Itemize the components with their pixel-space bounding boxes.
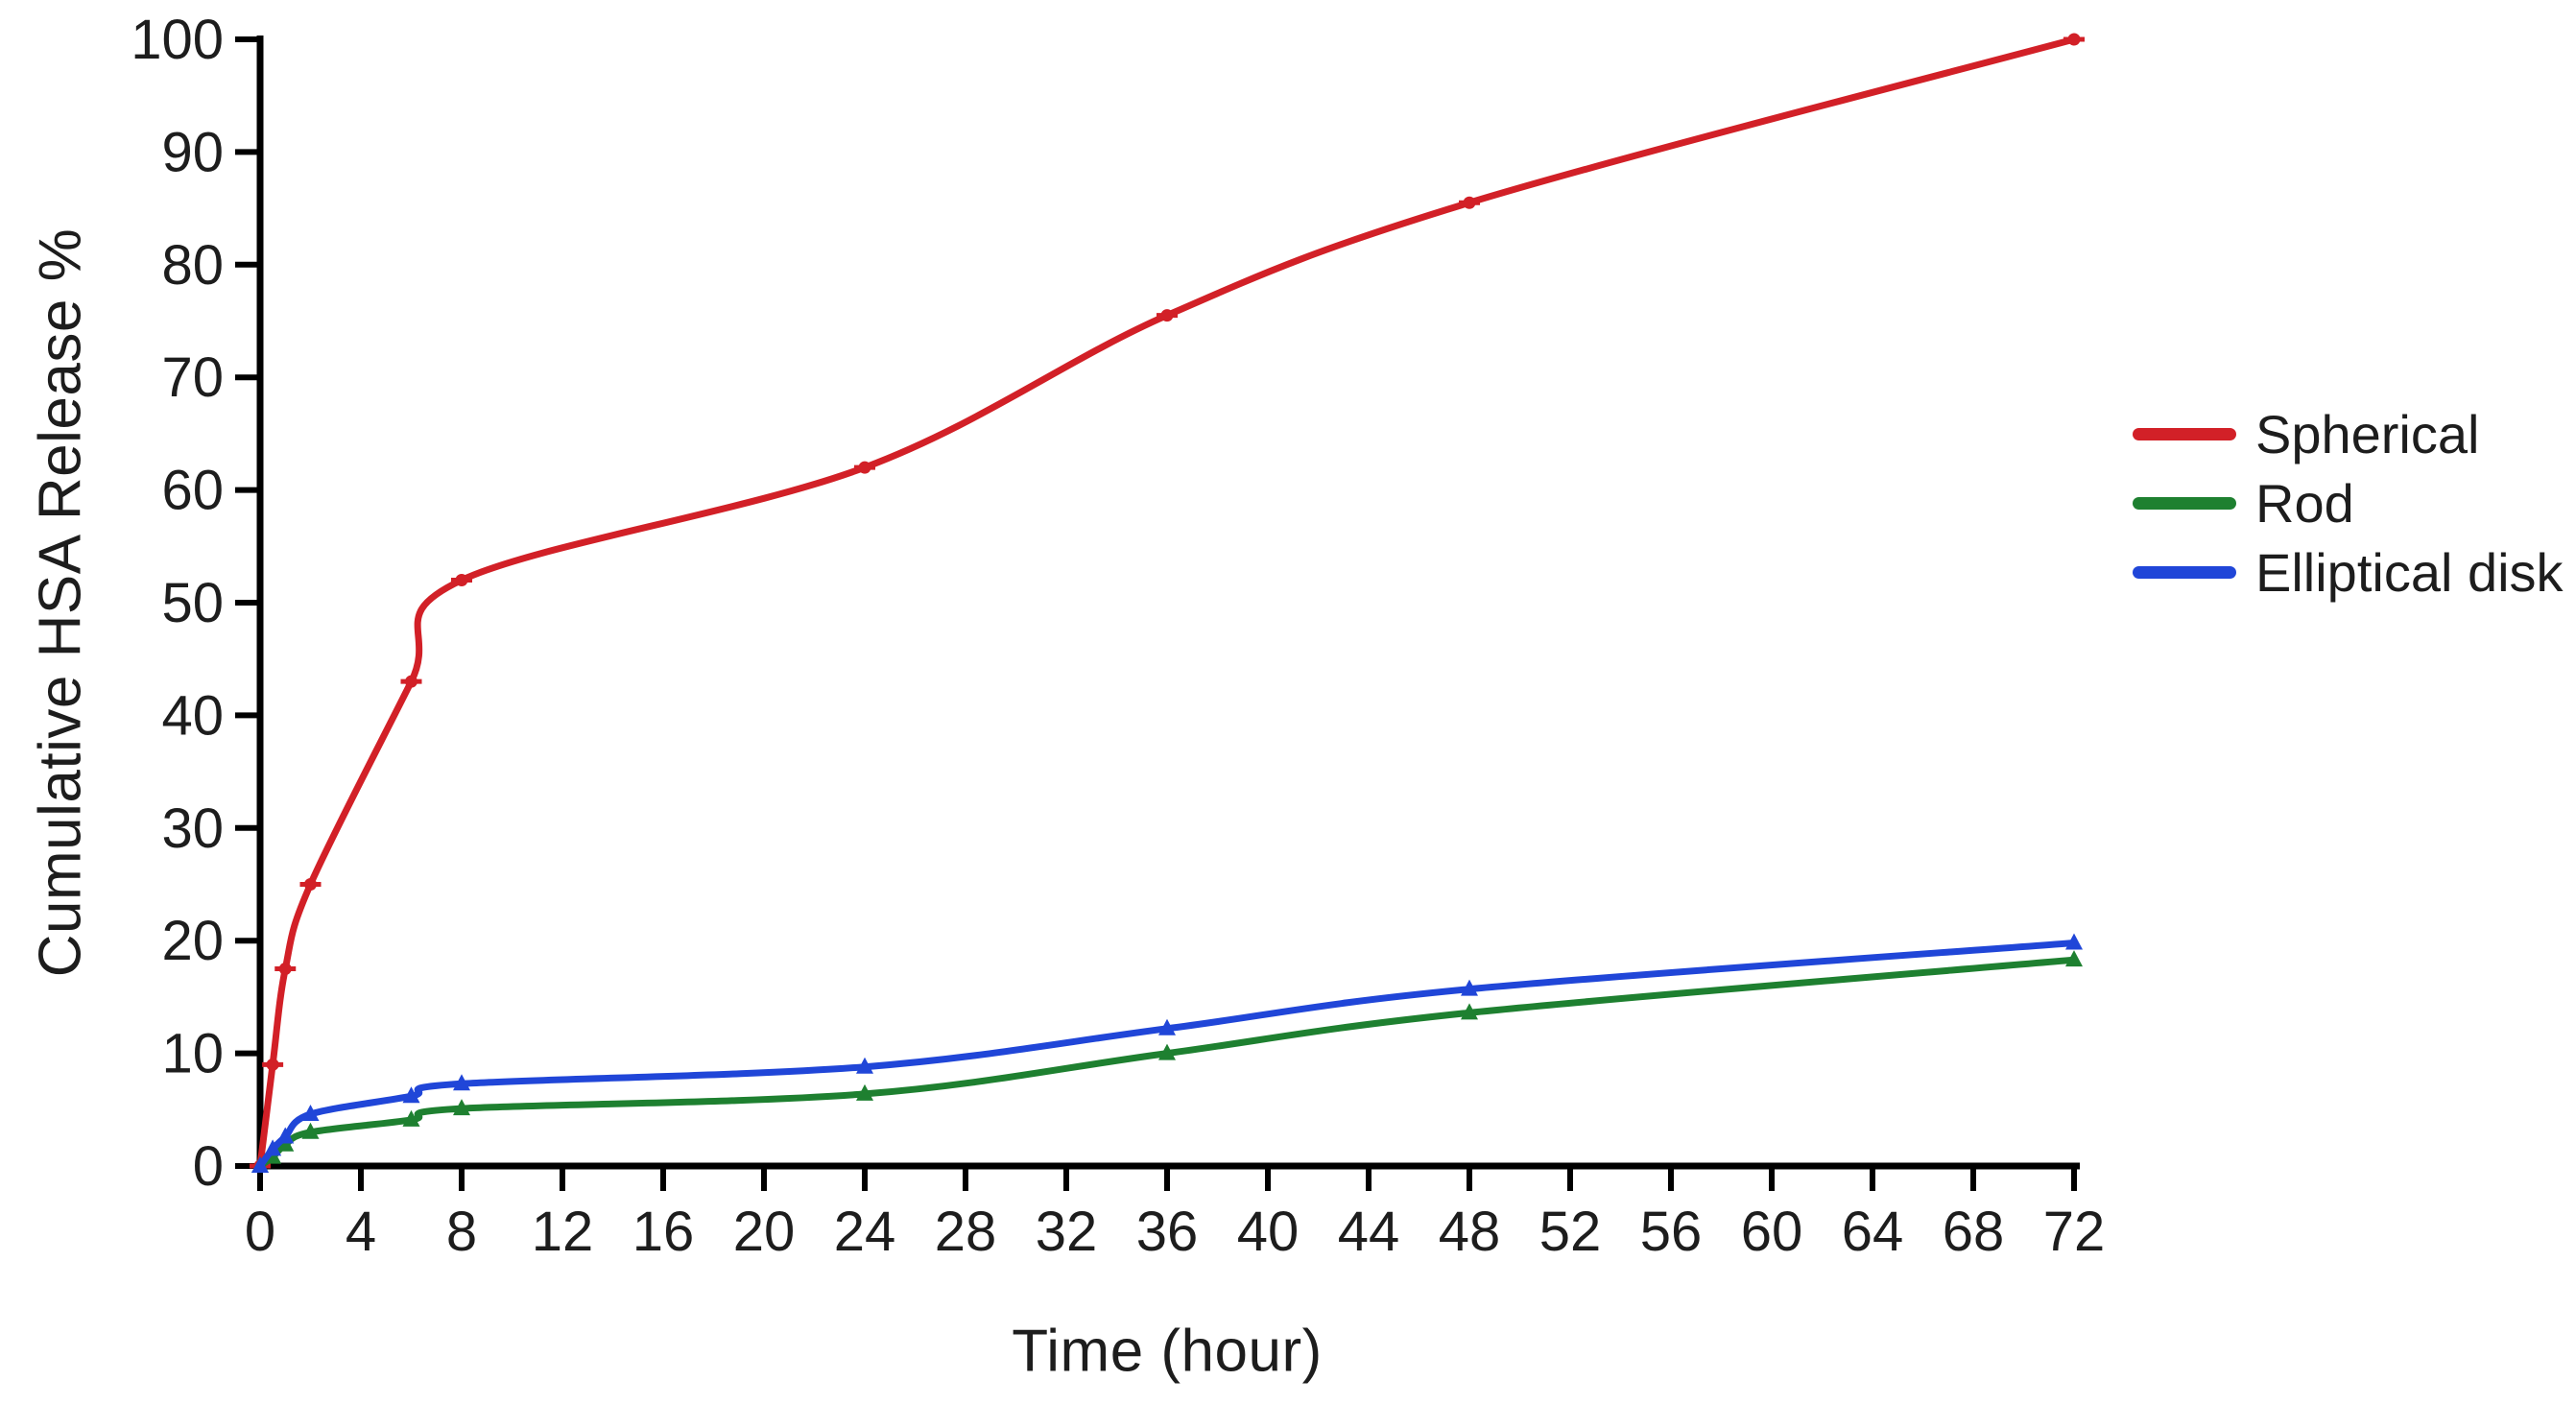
data-marker — [1158, 1018, 1176, 1035]
x-tick-label: 0 — [245, 1201, 275, 1263]
x-tick-label: 68 — [1943, 1201, 2005, 1263]
legend: Spherical Rod Elliptical disk — [2133, 399, 2564, 607]
legend-item-elliptical-disk: Elliptical disk — [2133, 537, 2564, 607]
x-axis-title: Time (hour) — [1012, 1318, 1323, 1385]
legend-label-spherical: Spherical — [2255, 403, 2480, 464]
x-tick-label: 16 — [632, 1201, 695, 1263]
legend-label-rod: Rod — [2255, 472, 2354, 534]
data-marker — [405, 675, 417, 688]
series-line-rod — [256, 956, 2078, 1170]
data-marker — [455, 574, 468, 587]
y-tick-label: 50 — [161, 572, 224, 634]
data-marker — [1463, 196, 1476, 209]
x-tick-label: 36 — [1136, 1201, 1199, 1263]
data-marker — [402, 1109, 420, 1127]
series-line-elliptical-disk — [256, 940, 2078, 1170]
x-tick-label: 32 — [1036, 1201, 1098, 1263]
data-marker — [856, 1083, 873, 1101]
legend-swatch-spherical — [2133, 427, 2236, 440]
data-marker — [301, 1122, 320, 1139]
x-tick-label: 56 — [1640, 1201, 1703, 1263]
data-marker — [251, 1156, 269, 1173]
data-marker — [453, 1099, 470, 1116]
data-marker — [453, 1074, 470, 1091]
y-tick-label: 90 — [161, 121, 224, 183]
data-marker — [2065, 950, 2083, 967]
y-tick-label: 80 — [161, 234, 224, 297]
x-tick-label: 44 — [1338, 1201, 1400, 1263]
x-tick-label: 12 — [532, 1201, 594, 1263]
x-tick-label: 72 — [2043, 1201, 2106, 1263]
legend-item-rod: Rod — [2133, 468, 2564, 537]
data-marker — [856, 1057, 873, 1074]
x-tick-label: 52 — [1539, 1201, 1602, 1263]
y-tick-label: 10 — [161, 1023, 224, 1085]
data-marker — [266, 1058, 279, 1071]
data-marker — [1160, 309, 1174, 322]
x-tick-label: 28 — [935, 1201, 997, 1263]
data-marker — [304, 878, 317, 891]
legend-item-spherical: Spherical — [2133, 399, 2564, 468]
y-tick-label: 30 — [161, 797, 224, 860]
legend-label-elliptical-disk: Elliptical disk — [2255, 541, 2564, 603]
x-tick-label: 64 — [1842, 1201, 1904, 1263]
x-tick-label: 8 — [446, 1201, 477, 1263]
data-marker — [1158, 1043, 1176, 1060]
x-tick-label: 48 — [1439, 1201, 1501, 1263]
data-marker — [402, 1086, 420, 1104]
y-tick-label: 0 — [193, 1135, 224, 1198]
y-tick-label: 70 — [161, 346, 224, 409]
x-tick-label: 60 — [1741, 1201, 1803, 1263]
data-marker — [1461, 979, 1478, 996]
data-marker — [301, 1104, 320, 1121]
y-axis-title: Cumulative HSA Release % — [27, 227, 94, 978]
legend-swatch-elliptical-disk — [2133, 565, 2236, 579]
y-tick-label: 20 — [161, 910, 224, 972]
legend-swatch-rod — [2133, 496, 2236, 510]
data-marker — [264, 1139, 282, 1156]
series-line-spherical — [256, 36, 2078, 1170]
y-tick-label: 40 — [161, 684, 224, 747]
x-tick-label: 24 — [834, 1201, 896, 1263]
data-marker — [2065, 933, 2083, 950]
data-marker — [276, 1127, 295, 1144]
data-marker — [278, 963, 292, 976]
data-marker — [1461, 1003, 1478, 1020]
data-marker — [858, 461, 871, 474]
x-tick-label: 4 — [346, 1201, 376, 1263]
x-tick-label: 40 — [1237, 1201, 1300, 1263]
data-marker — [2067, 33, 2081, 46]
y-tick-label: 100 — [131, 9, 224, 71]
x-tick-label: 20 — [733, 1201, 796, 1263]
y-tick-label: 60 — [161, 460, 224, 522]
